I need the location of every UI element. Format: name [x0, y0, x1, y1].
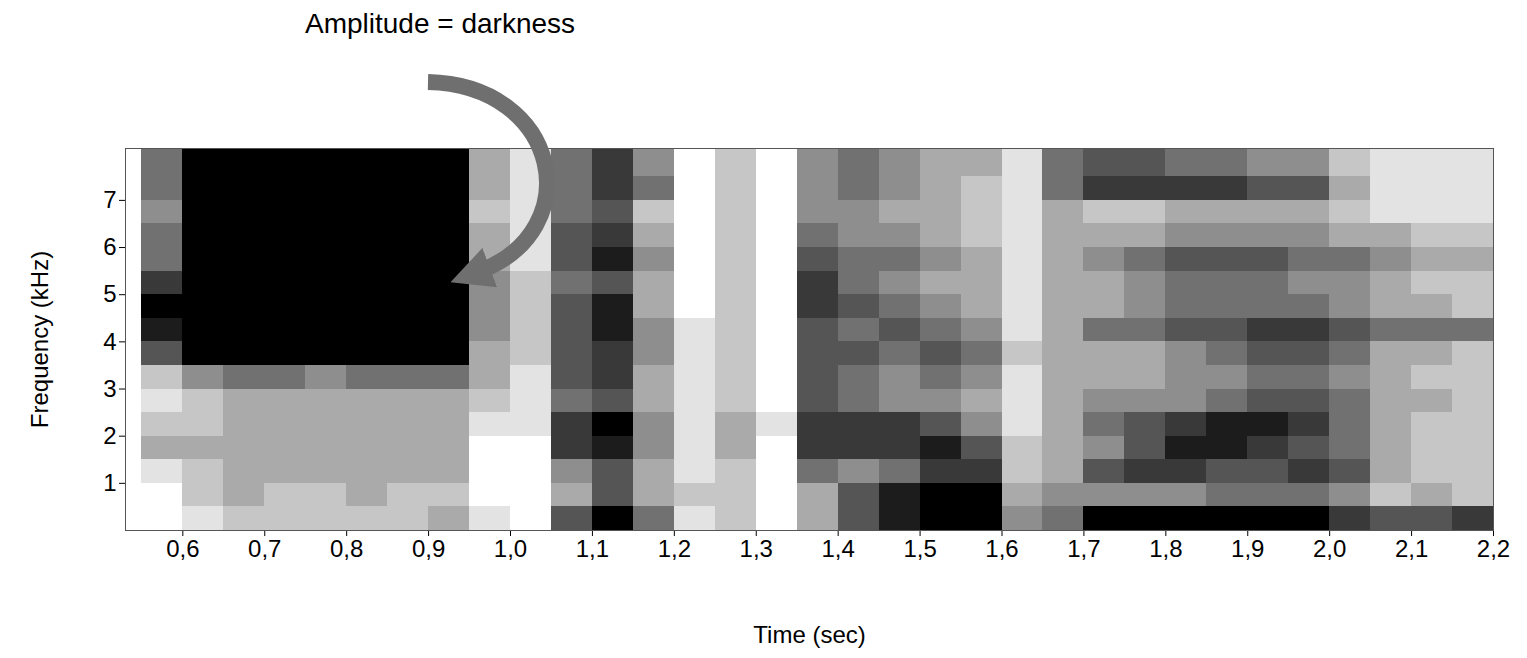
html-text:Amplitude = darkness: Amplitude = darkness: [305, 8, 575, 39]
svg-text:1,3: 1,3: [740, 535, 773, 562]
svg-text:6: 6: [103, 233, 116, 260]
svg-text:1: 1: [103, 469, 116, 496]
svg-text:2,2: 2,2: [1477, 535, 1510, 562]
svg-text:2,1: 2,1: [1395, 535, 1428, 562]
svg-text:Frequency (kHz): Frequency (kHz): [26, 251, 53, 428]
svg-text:1,5: 1,5: [903, 535, 936, 562]
svg-text:7: 7: [103, 186, 116, 213]
svg-text:Time (sec): Time (sec): [753, 621, 865, 648]
svg-text:1,9: 1,9: [1231, 535, 1264, 562]
svg-text:5: 5: [103, 280, 116, 307]
svg-text:1,1: 1,1: [576, 535, 609, 562]
svg-text:0,6: 0,6: [166, 535, 199, 562]
svg-text:1,7: 1,7: [1067, 535, 1100, 562]
svg-text:1,8: 1,8: [1149, 535, 1182, 562]
svg-text:0,7: 0,7: [248, 535, 281, 562]
svg-text:3: 3: [103, 375, 116, 402]
svg-text:4: 4: [103, 328, 116, 355]
svg-text:0,9: 0,9: [412, 535, 445, 562]
svg-text:1,4: 1,4: [821, 535, 854, 562]
svg-text:2,0: 2,0: [1313, 535, 1346, 562]
svg-text:1,6: 1,6: [985, 535, 1018, 562]
svg-text:1,2: 1,2: [658, 535, 691, 562]
svg-text:2: 2: [103, 422, 116, 449]
svg-text:0,8: 0,8: [330, 535, 363, 562]
svg-text:1,0: 1,0: [494, 535, 527, 562]
